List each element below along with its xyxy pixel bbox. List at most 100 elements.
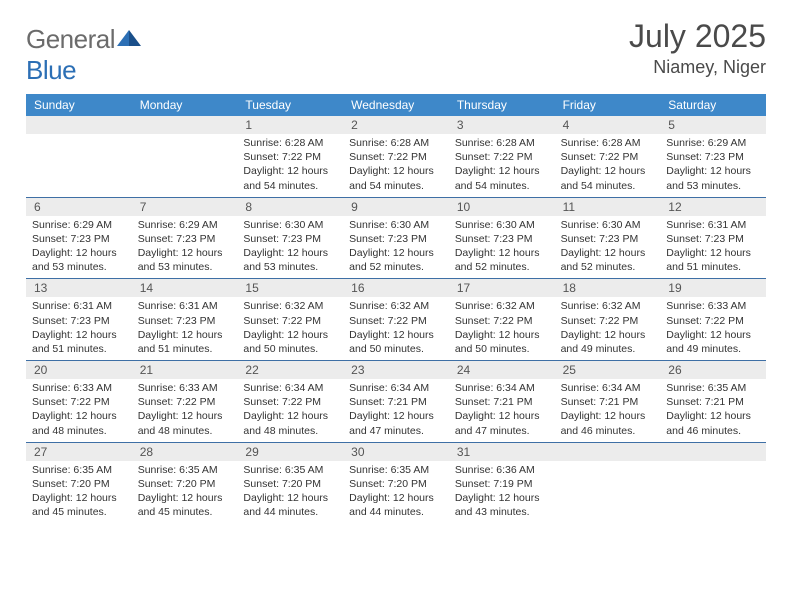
calendar-cell: 24Sunrise: 6:34 AMSunset: 7:21 PMDayligh… xyxy=(449,361,555,442)
calendar-cell xyxy=(26,116,132,197)
calendar-grid: SundayMondayTuesdayWednesdayThursdayFrid… xyxy=(26,94,766,523)
day-number: 9 xyxy=(343,198,449,216)
triangle-icon xyxy=(115,26,143,48)
calendar-cell: 1Sunrise: 6:28 AMSunset: 7:22 PMDaylight… xyxy=(237,116,343,197)
day-details: Sunrise: 6:30 AMSunset: 7:23 PMDaylight:… xyxy=(449,216,555,279)
calendar-cell: 11Sunrise: 6:30 AMSunset: 7:23 PMDayligh… xyxy=(555,198,661,279)
calendar-cell: 25Sunrise: 6:34 AMSunset: 7:21 PMDayligh… xyxy=(555,361,661,442)
day-header: Friday xyxy=(555,94,661,116)
calendar-cell: 7Sunrise: 6:29 AMSunset: 7:23 PMDaylight… xyxy=(132,198,238,279)
calendar-cell: 26Sunrise: 6:35 AMSunset: 7:21 PMDayligh… xyxy=(660,361,766,442)
day-details: Sunrise: 6:34 AMSunset: 7:22 PMDaylight:… xyxy=(237,379,343,442)
day-number xyxy=(132,116,238,134)
calendar-cell: 17Sunrise: 6:32 AMSunset: 7:22 PMDayligh… xyxy=(449,279,555,360)
calendar-week: 1Sunrise: 6:28 AMSunset: 7:22 PMDaylight… xyxy=(26,116,766,198)
calendar-cell: 8Sunrise: 6:30 AMSunset: 7:23 PMDaylight… xyxy=(237,198,343,279)
day-number: 6 xyxy=(26,198,132,216)
day-number: 5 xyxy=(660,116,766,134)
brand-word-1: General xyxy=(26,24,115,54)
calendar-week: 27Sunrise: 6:35 AMSunset: 7:20 PMDayligh… xyxy=(26,443,766,524)
calendar-week: 13Sunrise: 6:31 AMSunset: 7:23 PMDayligh… xyxy=(26,279,766,361)
day-number: 1 xyxy=(237,116,343,134)
calendar-cell xyxy=(132,116,238,197)
day-number: 18 xyxy=(555,279,661,297)
day-details: Sunrise: 6:28 AMSunset: 7:22 PMDaylight:… xyxy=(343,134,449,197)
day-number: 30 xyxy=(343,443,449,461)
day-details: Sunrise: 6:32 AMSunset: 7:22 PMDaylight:… xyxy=(237,297,343,360)
day-number: 27 xyxy=(26,443,132,461)
day-number: 21 xyxy=(132,361,238,379)
title-block: July 2025 Niamey, Niger xyxy=(629,18,766,78)
day-details: Sunrise: 6:35 AMSunset: 7:20 PMDaylight:… xyxy=(26,461,132,524)
page-title: July 2025 xyxy=(629,18,766,55)
day-details: Sunrise: 6:35 AMSunset: 7:21 PMDaylight:… xyxy=(660,379,766,442)
calendar-cell: 20Sunrise: 6:33 AMSunset: 7:22 PMDayligh… xyxy=(26,361,132,442)
day-number: 16 xyxy=(343,279,449,297)
calendar-cell: 14Sunrise: 6:31 AMSunset: 7:23 PMDayligh… xyxy=(132,279,238,360)
day-header: Wednesday xyxy=(343,94,449,116)
day-details: Sunrise: 6:31 AMSunset: 7:23 PMDaylight:… xyxy=(132,297,238,360)
day-number: 24 xyxy=(449,361,555,379)
day-header: Sunday xyxy=(26,94,132,116)
calendar-cell: 21Sunrise: 6:33 AMSunset: 7:22 PMDayligh… xyxy=(132,361,238,442)
calendar-cell: 6Sunrise: 6:29 AMSunset: 7:23 PMDaylight… xyxy=(26,198,132,279)
calendar-cell: 23Sunrise: 6:34 AMSunset: 7:21 PMDayligh… xyxy=(343,361,449,442)
day-details: Sunrise: 6:32 AMSunset: 7:22 PMDaylight:… xyxy=(449,297,555,360)
day-number: 12 xyxy=(660,198,766,216)
day-number: 17 xyxy=(449,279,555,297)
day-number: 23 xyxy=(343,361,449,379)
calendar-cell: 9Sunrise: 6:30 AMSunset: 7:23 PMDaylight… xyxy=(343,198,449,279)
day-header: Tuesday xyxy=(237,94,343,116)
day-number: 8 xyxy=(237,198,343,216)
day-details: Sunrise: 6:29 AMSunset: 7:23 PMDaylight:… xyxy=(132,216,238,279)
day-details: Sunrise: 6:33 AMSunset: 7:22 PMDaylight:… xyxy=(132,379,238,442)
day-details: Sunrise: 6:28 AMSunset: 7:22 PMDaylight:… xyxy=(449,134,555,197)
day-number: 29 xyxy=(237,443,343,461)
calendar-cell: 3Sunrise: 6:28 AMSunset: 7:22 PMDaylight… xyxy=(449,116,555,197)
calendar-cell: 16Sunrise: 6:32 AMSunset: 7:22 PMDayligh… xyxy=(343,279,449,360)
day-details: Sunrise: 6:31 AMSunset: 7:23 PMDaylight:… xyxy=(26,297,132,360)
day-details: Sunrise: 6:32 AMSunset: 7:22 PMDaylight:… xyxy=(555,297,661,360)
day-number: 2 xyxy=(343,116,449,134)
day-number: 7 xyxy=(132,198,238,216)
day-details: Sunrise: 6:33 AMSunset: 7:22 PMDaylight:… xyxy=(660,297,766,360)
day-number: 4 xyxy=(555,116,661,134)
day-details: Sunrise: 6:29 AMSunset: 7:23 PMDaylight:… xyxy=(26,216,132,279)
day-details: Sunrise: 6:35 AMSunset: 7:20 PMDaylight:… xyxy=(343,461,449,524)
day-header: Thursday xyxy=(449,94,555,116)
calendar-cell: 4Sunrise: 6:28 AMSunset: 7:22 PMDaylight… xyxy=(555,116,661,197)
calendar-cell xyxy=(660,443,766,524)
day-number: 10 xyxy=(449,198,555,216)
day-details: Sunrise: 6:34 AMSunset: 7:21 PMDaylight:… xyxy=(555,379,661,442)
day-number: 25 xyxy=(555,361,661,379)
calendar-cell: 28Sunrise: 6:35 AMSunset: 7:20 PMDayligh… xyxy=(132,443,238,524)
day-details: Sunrise: 6:29 AMSunset: 7:23 PMDaylight:… xyxy=(660,134,766,197)
calendar-cell: 18Sunrise: 6:32 AMSunset: 7:22 PMDayligh… xyxy=(555,279,661,360)
day-details: Sunrise: 6:31 AMSunset: 7:23 PMDaylight:… xyxy=(660,216,766,279)
day-number: 14 xyxy=(132,279,238,297)
brand-text: GeneralBlue xyxy=(26,24,143,86)
brand-logo: GeneralBlue xyxy=(26,24,143,86)
day-number: 26 xyxy=(660,361,766,379)
calendar-cell: 5Sunrise: 6:29 AMSunset: 7:23 PMDaylight… xyxy=(660,116,766,197)
calendar-cell: 29Sunrise: 6:35 AMSunset: 7:20 PMDayligh… xyxy=(237,443,343,524)
day-number: 15 xyxy=(237,279,343,297)
calendar-cell xyxy=(555,443,661,524)
day-number xyxy=(26,116,132,134)
calendar-header-row: SundayMondayTuesdayWednesdayThursdayFrid… xyxy=(26,94,766,116)
calendar-cell: 31Sunrise: 6:36 AMSunset: 7:19 PMDayligh… xyxy=(449,443,555,524)
calendar-cell: 10Sunrise: 6:30 AMSunset: 7:23 PMDayligh… xyxy=(449,198,555,279)
day-details: Sunrise: 6:30 AMSunset: 7:23 PMDaylight:… xyxy=(343,216,449,279)
calendar-cell: 27Sunrise: 6:35 AMSunset: 7:20 PMDayligh… xyxy=(26,443,132,524)
location-text: Niamey, Niger xyxy=(629,57,766,78)
calendar-week: 20Sunrise: 6:33 AMSunset: 7:22 PMDayligh… xyxy=(26,361,766,443)
day-number: 22 xyxy=(237,361,343,379)
day-details: Sunrise: 6:30 AMSunset: 7:23 PMDaylight:… xyxy=(237,216,343,279)
day-number: 31 xyxy=(449,443,555,461)
day-header: Monday xyxy=(132,94,238,116)
day-number: 13 xyxy=(26,279,132,297)
day-details: Sunrise: 6:33 AMSunset: 7:22 PMDaylight:… xyxy=(26,379,132,442)
day-details: Sunrise: 6:35 AMSunset: 7:20 PMDaylight:… xyxy=(237,461,343,524)
calendar-cell: 12Sunrise: 6:31 AMSunset: 7:23 PMDayligh… xyxy=(660,198,766,279)
day-details: Sunrise: 6:35 AMSunset: 7:20 PMDaylight:… xyxy=(132,461,238,524)
